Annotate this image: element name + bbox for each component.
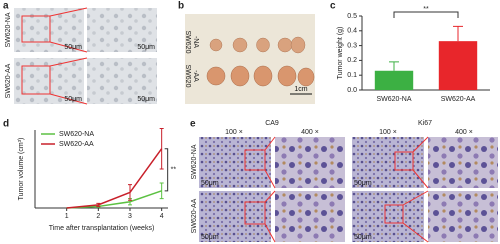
row-label: SW620-AA [191,198,198,233]
tumors [206,65,315,87]
error-bar [389,61,399,71]
panel-label: b [178,1,184,12]
panel-label: c [330,1,336,12]
row-label: -NA [192,36,199,48]
tumors [209,36,306,54]
scale-label: 50μm [354,180,372,187]
magnification: 100 × [379,129,397,136]
magnification: 400 × [455,129,473,136]
x-tick-label: 4 [160,213,164,220]
y-axis-label: Tumor weight (g) [337,27,344,80]
panel-label: d [3,119,9,130]
y-tick-label: 0.1 [347,72,357,79]
x-axis-label: Time after transplantation (weeks) [49,225,155,232]
zoom-line [49,57,88,105]
scale-label: 50μm [137,44,155,51]
x-tick-label: 1 [65,213,69,220]
scale-label: 1cm [294,86,307,93]
panel-label: e [190,119,196,130]
micrograph [87,58,157,104]
zoom-box [21,15,51,43]
significance: ** [423,6,429,13]
y-tick-label: 0.2 [347,57,357,64]
y-tick-label: 0.4 [347,28,357,35]
y-tick-label: 0.3 [347,42,357,49]
significance-bracket [393,11,459,18]
zoom-line [49,7,88,53]
error-bar [159,127,164,170]
zoom-boxes [244,136,429,243]
scale-label: 50μm [201,180,219,187]
line [66,190,162,209]
row-label: SW620-NA [191,144,198,179]
legend-label: SW620-AA [59,141,94,148]
scale-label: 50μm [64,44,82,51]
micrograph [428,137,498,188]
row-label: SW620-NA [5,12,12,47]
micrograph [352,137,424,188]
row-label: SW620 [184,31,191,54]
micrograph [87,8,157,52]
panel-label: a [3,1,9,12]
line [66,148,163,209]
error-bar [128,184,132,201]
micrograph [275,191,345,242]
micrograph [199,137,271,188]
y-axis-label: Tumor volume (cm³) [18,138,25,201]
magnification: 400 × [301,129,319,136]
significance-bracket [164,148,169,192]
significance: ** [171,167,177,174]
x-tick-label: 2 [96,213,100,220]
column-title: Ki67 [418,120,432,127]
magnification: 100 × [225,129,243,136]
scale-label: 50μm [64,96,82,103]
x-tick-label: SW620-AA [441,96,476,103]
y-tick-label: 0.0 [347,87,357,94]
photo [185,14,315,104]
row-label: SW620-AA [5,63,12,98]
row-label: -AA [192,70,199,82]
column-title: CA9 [265,120,279,127]
error-bar [159,182,164,200]
scale-label: 50μm [137,96,155,103]
bar [374,70,414,90]
y-tick-label: 0.5 [347,13,357,20]
scale-label: 50μm [354,234,372,241]
micrograph [275,137,345,188]
error-bar [96,202,101,207]
error-bar [453,25,463,42]
x-tick-label: 3 [128,213,132,220]
scale-label: 50μm [201,234,219,241]
micrograph [14,8,84,52]
micrograph [428,191,498,242]
row-label: SW620 [184,65,191,88]
x-tick-label: SW620-NA [376,96,411,103]
zoom-box [21,65,51,95]
bar [438,41,478,90]
legend-label: SW620-NA [59,131,94,138]
micrograph [199,191,271,242]
